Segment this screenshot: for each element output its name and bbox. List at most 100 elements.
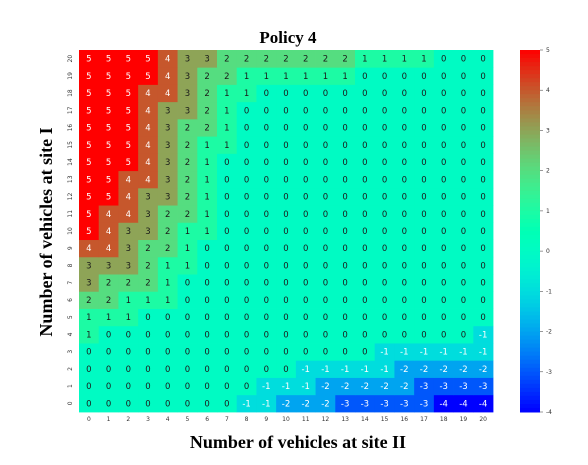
cell-value-label: 0 [480,124,485,134]
cell-value-label: 0 [224,365,229,375]
colorbar-segment [520,214,540,220]
heatmap-cell [236,394,257,413]
cell-value-label: 0 [283,193,288,203]
cell-value-label: 0 [303,296,308,306]
cell-value-label: 1 [244,72,249,82]
cell-value-label: 0 [461,210,466,220]
heatmap-cell [118,118,139,137]
cell-value-label: 4 [106,244,111,254]
cell-value-label: -2 [479,365,487,375]
colorbar-tick-label: -4 [546,409,552,416]
heatmap-cell [433,84,454,103]
heatmap-cell [276,308,297,327]
cell-value-label: 0 [441,227,446,237]
heatmap-cell [138,325,159,344]
cell-value-label: 0 [461,124,466,134]
x-tick-label: 17 [420,416,428,423]
colorbar-segment [520,247,540,252]
heatmap-cell [138,67,159,85]
heatmap-cell [236,101,257,120]
heatmap-cell [374,291,395,309]
cell-value-label: 2 [185,175,190,185]
cell-value-label: 0 [244,193,249,203]
cell-value-label: 0 [86,365,91,375]
cell-value-label: 0 [303,89,308,99]
heatmap-cell [98,187,119,206]
heatmap-cell [355,343,376,361]
cell-value-label: 3 [126,261,131,271]
cell-value-label: 0 [421,261,426,271]
cell-value-label: 1 [165,261,170,271]
heatmap-cell [433,118,454,137]
cell-value-label: 0 [244,141,249,151]
cell-value-label: 3 [86,261,91,271]
colorbar-segment [520,335,540,341]
heatmap-cell [157,84,178,103]
cell-value-label: 0 [461,106,466,116]
heatmap-cell [177,84,198,103]
cell-value-label: 0 [224,193,229,203]
cell-value-label: 0 [402,313,407,323]
cell-value-label: 0 [362,330,367,340]
cell-value-label: 0 [323,348,328,358]
cell-value-label: 0 [342,296,347,306]
cell-value-label: -1 [282,382,290,392]
cell-value-label: 4 [165,55,170,65]
x-tick-label: 4 [166,416,170,423]
cell-value-label: 0 [461,141,466,151]
cell-value-label: 0 [264,158,269,168]
cell-value-label: 4 [106,210,111,220]
cell-value-label: 0 [283,141,288,151]
heatmap-cell [453,170,474,189]
heatmap-cell [197,118,218,137]
cell-value-label: 0 [323,106,328,116]
cell-value-label: -1 [262,382,270,392]
colorbar-segment [520,399,540,405]
heatmap-cell [98,84,119,103]
colorbar-segment [520,90,540,95]
heatmap-cell [335,187,356,206]
heatmap-cell [414,274,435,292]
cell-value-label: 0 [106,348,111,358]
cell-value-label: 1 [165,296,170,306]
colorbar-segment [520,110,540,115]
colorbar-segment [520,118,540,123]
heatmap-cell [197,50,218,68]
heatmap-cell [453,187,474,206]
heatmap-cell [433,205,454,223]
heatmap-cell [118,291,139,309]
cell-value-label: 1 [264,72,269,82]
cell-value-label: 2 [126,279,131,289]
colorbar-segment [520,391,540,397]
x-tick-label: 7 [225,416,229,423]
heatmap-cell [315,187,336,206]
cell-value-label: 0 [461,330,466,340]
heatmap-cell [315,170,336,189]
y-tick-label: 15 [67,141,74,149]
cell-value-label: 0 [480,141,485,151]
cell-value-label: 0 [283,106,288,116]
cell-value-label: 0 [441,158,446,168]
heatmap-cell [295,170,316,189]
colorbar-tick-label: -3 [546,369,552,376]
heatmap-cell [157,291,178,309]
cell-value-label: 0 [264,175,269,185]
cell-value-label: 0 [264,193,269,203]
heatmap-cell [98,101,119,120]
heatmap-cell [138,170,159,189]
heatmap-cell [118,153,139,172]
x-tick-label: 16 [400,416,408,423]
cell-value-label: -4 [479,399,487,409]
heatmap-cell [315,222,336,241]
heatmap-cell [197,308,218,327]
y-tick-label: 18 [67,89,74,97]
heatmap-cell [315,136,336,154]
heatmap-cell [355,101,376,120]
cell-value-label: 0 [421,124,426,134]
heatmap-cell [394,325,415,344]
cell-value-label: 0 [264,279,269,289]
heatmap-cell [453,256,474,275]
y-tick-label: 0 [67,401,74,405]
heatmap-cell [98,153,119,172]
heatmap-cell [197,136,218,154]
